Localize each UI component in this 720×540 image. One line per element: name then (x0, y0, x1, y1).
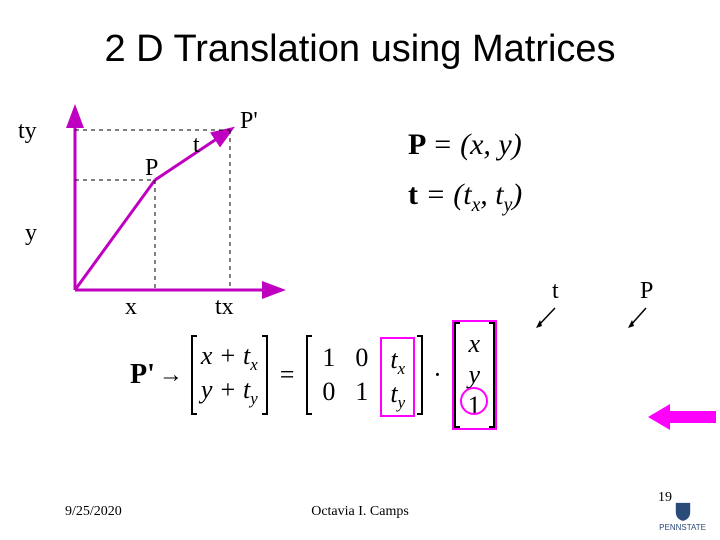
left-vector: x + tx y + ty (191, 335, 268, 415)
equation-P: P= (x, y) (408, 128, 522, 162)
label-Pprime: P' (240, 108, 258, 135)
footer-author: Octavia I. Camps (311, 504, 409, 520)
label-t: t (193, 132, 200, 159)
transform-matrix: 1 0 0 1 tx ty (306, 335, 423, 415)
label-ty: ty (18, 118, 37, 145)
circle-annotation (460, 387, 488, 415)
label-tx: tx (215, 294, 234, 321)
pointer-arrows (520, 294, 680, 334)
label-y: y (25, 220, 37, 247)
t-column-box: tx ty (380, 337, 415, 417)
equation-t: t = (tx, ty) (408, 178, 522, 217)
translation-diagram (20, 100, 300, 320)
slide-title: 2 D Translation using Matrices (104, 28, 615, 71)
label-P: P (145, 155, 158, 182)
matrix-equation: P' → x + tx y + ty = 1 0 0 1 tx ty · (130, 320, 501, 430)
homogeneous-vector: x y 1 (452, 320, 497, 430)
label-x: x (125, 294, 137, 321)
pink-arrow (648, 402, 718, 432)
pennstate-logo: PENNSTATE (659, 501, 706, 532)
homogeneous-one: 1 (468, 391, 481, 421)
footer-date: 9/25/2020 (65, 504, 122, 520)
